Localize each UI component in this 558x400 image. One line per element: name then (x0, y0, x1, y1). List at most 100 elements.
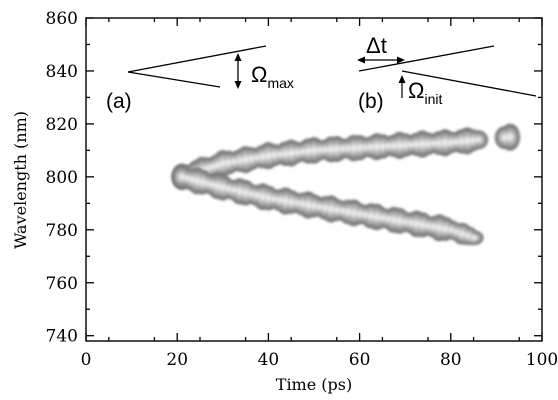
branch-1 (171, 165, 484, 246)
delta-t-arrowhead-left (357, 56, 365, 64)
delta-t-label: Δt (366, 33, 387, 58)
spectrogram-cell (277, 152, 283, 157)
spectrogram-cell (283, 151, 288, 157)
spectrogram-cell (436, 225, 442, 231)
y-tick-labels: 740 760 780 800 820 840 860 (46, 9, 78, 347)
y-tick-label-0: 740 (46, 327, 78, 347)
spectrogram-cell (271, 197, 277, 201)
x-tick-label-0: 0 (81, 350, 92, 370)
spectrogram-cell (322, 205, 328, 211)
spectrogram-cell (215, 183, 221, 189)
spectrogram-cell (328, 146, 334, 152)
y-tick-label-4: 820 (46, 115, 78, 135)
spectrogram-cell (265, 195, 271, 201)
x-tick-labels: 0 20 40 60 80 100 (81, 350, 558, 370)
spectrogram-cell (402, 142, 408, 148)
y-tick-label-3: 800 (46, 168, 78, 188)
spectrogram-cell (317, 205, 323, 209)
spectrogram-cell (237, 188, 243, 194)
spectrogram-cell (300, 201, 306, 207)
spectrogram-cell (475, 137, 481, 142)
omega-init-label: Ωinit (408, 78, 442, 107)
spectrogram-cell (184, 176, 190, 180)
spectrogram-cell (311, 147, 317, 153)
x-tick-label-2: 40 (258, 350, 280, 370)
y-tick-label-5: 840 (46, 62, 78, 82)
x-tick-label-4: 80 (440, 350, 462, 370)
spectrogram-cell (385, 216, 391, 221)
spectrogram-cell (379, 144, 385, 149)
spectrogram-cell (431, 141, 437, 146)
spectrogram-cell (237, 158, 243, 163)
spectrogram-cell (464, 138, 470, 144)
spectrogram-cell (419, 141, 425, 147)
spectrogram-cell (210, 165, 216, 169)
spectrogram-cell (254, 193, 260, 198)
spectrogram-cell (465, 233, 471, 238)
spectrogram-cell (210, 182, 216, 187)
spectrogram-data (171, 123, 521, 246)
spectrogram-cell (442, 140, 448, 146)
spectrogram-cell (189, 177, 195, 182)
spectrogram-cell (379, 215, 385, 220)
spectrogram-cell (362, 213, 368, 217)
spectrogram-cell (402, 219, 408, 224)
spectrogram-cell (248, 156, 254, 161)
spectrogram-cell (254, 155, 260, 160)
spectrogram-cell (260, 154, 266, 159)
spectrogram-cell (226, 186, 231, 191)
spectrogram-cell (271, 152, 277, 158)
spectrogram-cell (374, 214, 380, 220)
spectrogram-cell (351, 145, 357, 151)
spectrogram-cell (419, 222, 425, 228)
spectrogram-cell (231, 188, 237, 193)
plot-frame (85, 17, 543, 342)
spectrogram-cell (414, 142, 420, 147)
spectrogram-cell (502, 135, 508, 140)
y-tick-label-2: 780 (46, 221, 78, 241)
spectrogram-cell (345, 146, 351, 151)
omega-max-arrowhead-up (234, 53, 242, 61)
spectrogram-cell (391, 217, 397, 223)
branch-0 (171, 123, 521, 191)
spectrogram-cell (322, 147, 328, 152)
spectrogram-cell (277, 197, 283, 203)
spectrogram-cell (351, 210, 357, 216)
spectrogram-cell (328, 206, 334, 212)
spectrogram-cell (391, 143, 397, 148)
spectrogram-cell (368, 213, 374, 219)
spectrogram-cell (454, 230, 459, 234)
spectrogram-cell (374, 144, 380, 150)
omega-max-arrowhead-down (234, 81, 242, 89)
axis-ticks (85, 17, 543, 341)
spectrogram-cell (220, 184, 226, 190)
spectrogram-cell (311, 203, 317, 209)
spectrogram-cell (425, 141, 431, 146)
spectrogram-cell (283, 198, 288, 204)
spectrogram-cell (340, 146, 345, 151)
spectrogram-cell (408, 142, 414, 147)
spectrogram-cell (436, 140, 442, 146)
spectrogram-cell (414, 221, 420, 227)
chirp-b-line-1 (358, 45, 495, 72)
y-tick-label-1: 760 (46, 274, 78, 294)
omega-init-arrowhead (398, 75, 406, 83)
spectrogram-cell (265, 153, 271, 159)
spectrogram-cell (194, 178, 200, 184)
spectrogram-cell (317, 148, 323, 153)
spectrogram-cell (357, 145, 363, 151)
y-tick-label-6: 860 (46, 9, 78, 29)
spectrogram-cell (459, 231, 465, 236)
chirp-a-shape (127, 45, 267, 88)
spectrogram-cell (471, 236, 477, 240)
spectrogram-cell (448, 227, 454, 232)
spectrogram-cell (260, 194, 266, 200)
spectrogram-cell (345, 209, 351, 215)
spectrogram-cell (294, 201, 300, 205)
spectrogram-cell (288, 150, 294, 156)
spectrogram-cell (300, 149, 306, 154)
spectrogram-cell (425, 223, 431, 228)
spectrogram-cell (385, 144, 391, 148)
spectrogram-cell (334, 146, 340, 152)
